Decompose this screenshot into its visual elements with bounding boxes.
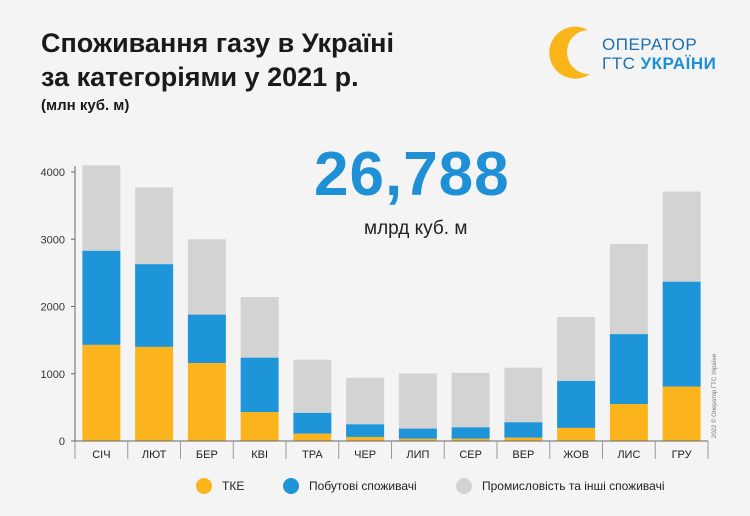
y-tick-label: 4000	[41, 167, 65, 179]
bar-segment-tke	[187, 362, 226, 441]
bar-segment-industry	[240, 297, 279, 358]
bar-segment-tke	[293, 433, 332, 441]
y-tick-label: 1000	[41, 369, 65, 381]
bar-segment-household	[135, 264, 174, 347]
copyright-credit: 2022 © Оператор ГТС України	[712, 353, 718, 438]
chart-subtitle: (млн куб. м)	[41, 97, 130, 114]
bar-segment-household	[557, 380, 596, 428]
bar-segment-tke	[557, 427, 596, 441]
x-tick-label: ЧЕР	[354, 449, 376, 461]
legend-item-industry: Промисловість та інші споживачі	[456, 478, 664, 494]
legend-item-household: Побутові споживачі	[283, 478, 417, 494]
bar-segment-industry	[82, 165, 121, 251]
y-tick-label: 0	[59, 436, 65, 448]
logo-text-prefix: ГТС	[602, 54, 641, 73]
bar-segment-industry	[504, 367, 543, 423]
x-tick-label: ГРУ	[672, 449, 693, 461]
x-axis: СІЧ ЛЮТ БЕР КВІ ТРА ЧЕР ЛИП СЕР ВЕР ЖОВ ЛИС ГРУ	[74, 440, 709, 461]
bar-segment-household	[609, 334, 648, 405]
legend-label-industry: Промисловість та інші споживачі	[482, 479, 665, 493]
x-tick-label: ЛИП	[406, 449, 429, 461]
bar-segment-tke	[609, 404, 648, 441]
x-tick-label: ЖОВ	[563, 449, 589, 461]
bar-segment-industry	[135, 187, 174, 265]
x-tick-label: СІЧ	[92, 449, 110, 461]
chart-title: Споживання газу в Україні за категоріями…	[41, 26, 394, 94]
legend-item-tke: ТКЕ	[196, 478, 244, 494]
bar-segment-industry	[293, 359, 332, 413]
bar-segment-tke	[240, 412, 279, 441]
bar-segment-industry	[187, 239, 226, 315]
bar-segment-tke	[346, 436, 385, 441]
bar-segment-household	[82, 250, 121, 345]
bars	[82, 165, 701, 441]
bar-segment-household	[504, 422, 543, 438]
bar-segment-household	[451, 427, 490, 439]
bar-segment-household	[187, 314, 226, 363]
bar-segment-industry	[662, 191, 701, 282]
legend-label-tke: ТКЕ	[222, 479, 245, 493]
y-axis: 0 1000 2000 3000 4000	[41, 166, 76, 448]
operator-gts-logo-icon	[549, 26, 603, 79]
bar-segment-industry	[609, 243, 648, 335]
y-tick-label: 3000	[41, 234, 65, 246]
legend-swatch-household	[283, 478, 299, 494]
bar-segment-household	[293, 412, 332, 434]
y-tick-label: 2000	[41, 302, 65, 314]
legend-swatch-tke	[196, 478, 212, 494]
logo-text-accent: УКРАЇНИ	[640, 54, 717, 73]
bar-segment-tke	[451, 438, 490, 441]
total-consumption-value: 26,788	[314, 140, 510, 209]
bar-segment-industry	[557, 316, 596, 381]
bar-segment-household	[240, 357, 279, 413]
bar-segment-industry	[451, 372, 490, 428]
logo-text-line-1: ОПЕРАТОР	[602, 35, 698, 54]
bar-segment-household	[346, 424, 385, 437]
legend-label-household: Побутові споживачі	[309, 479, 417, 493]
logo-text-line-2: ГТС УКРАЇНИ	[602, 54, 716, 73]
bar-segment-tke	[504, 437, 543, 441]
bar-segment-tke	[82, 344, 121, 441]
bar-segment-tke	[135, 346, 174, 441]
bar-segment-household	[662, 281, 701, 387]
bar-segment-industry	[398, 373, 437, 429]
x-tick-label: СЕР	[459, 449, 482, 461]
bar-segment-industry	[346, 377, 385, 425]
x-tick-label: ЛЮТ	[142, 449, 167, 461]
x-tick-label: ТРА	[302, 449, 323, 461]
legend-swatch-industry	[456, 478, 472, 494]
bar-segment-household	[398, 428, 437, 439]
chart-title-line-2: за категоріями у 2021 р.	[41, 62, 359, 92]
x-tick-label: ЛИС	[617, 449, 640, 461]
x-tick-label: ВЕР	[512, 449, 534, 461]
x-tick-label: КВІ	[251, 449, 268, 461]
bar-segment-tke	[398, 438, 437, 441]
chart-title-line-1: Споживання газу в Україні	[41, 28, 394, 58]
x-tick-label: БЕР	[196, 449, 218, 461]
bar-segment-tke	[662, 386, 701, 441]
total-consumption-unit: млрд куб. м	[364, 218, 468, 239]
logo-text: ОПЕРАТОР ГТС УКРАЇНИ	[602, 35, 716, 73]
